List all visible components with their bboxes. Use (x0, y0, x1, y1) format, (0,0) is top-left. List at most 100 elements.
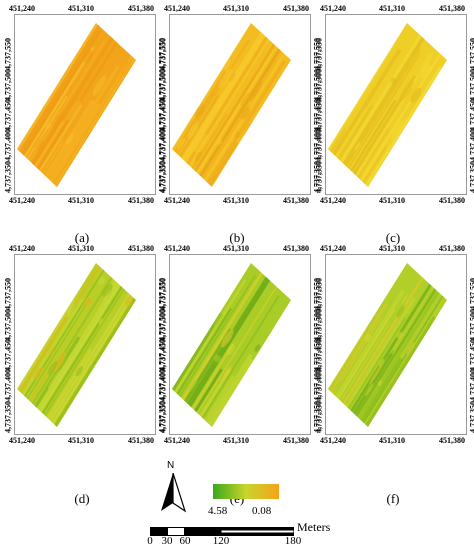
y-tick-label: 4,737,550 (3, 38, 13, 70)
y-tick-label: 4,737,350 (3, 161, 13, 193)
y-tick-label: 4,737,350 (314, 401, 324, 433)
y-tick-label: 4,737,550 (158, 278, 168, 310)
y-tick-label: 4,737,450 (468, 339, 474, 371)
y-tick-label: 4,737,550 (158, 38, 168, 70)
x-tick-label: 451,240 (9, 244, 35, 253)
north-arrow-icon (161, 473, 186, 513)
panel-caption: (c) (385, 230, 401, 245)
scale-tick-label: 60 (179, 535, 191, 547)
y-tick-label: 4,737,450 (3, 339, 13, 371)
x-tick-label: 451,240 (320, 436, 346, 445)
x-tick-label: 451,310 (379, 196, 405, 205)
legend-low-label: 0.08 (252, 505, 272, 517)
north-label: N (167, 460, 175, 471)
y-tick-label: 4,737,450 (314, 339, 324, 371)
x-tick-label: 451,240 (320, 196, 346, 205)
y-tick-label: 4,737,400 (3, 369, 13, 401)
scale-unit-label: Meters (297, 520, 331, 534)
y-tick-label: 4,737,500 (468, 309, 474, 341)
y-tick-label: 4,737,400 (158, 129, 168, 161)
field-raster (172, 263, 291, 427)
map-panel (169, 254, 311, 435)
y-tick-label: 4,737,500 (3, 69, 13, 101)
scale-tick-label: 120 (212, 535, 230, 547)
map-panel (14, 254, 156, 435)
north-arrow: N (158, 460, 188, 522)
x-tick-label: 451,310 (68, 436, 94, 445)
x-tick-label: 451,380 (128, 436, 154, 445)
field-raster (17, 263, 136, 427)
scale-tick-label: 0 (147, 535, 153, 547)
legend-gradient (213, 484, 279, 499)
x-tick-label: 451,380 (439, 196, 465, 205)
y-tick-label: 4,737,500 (158, 309, 168, 341)
x-tick-label: 451,240 (164, 4, 190, 13)
x-tick-label: 451,310 (68, 244, 94, 253)
x-tick-label: 451,310 (223, 4, 249, 13)
y-tick-label: 4,737,550 (314, 278, 324, 310)
x-tick-label: 451,310 (223, 196, 249, 205)
map-panel (169, 14, 311, 195)
x-tick-label: 451,240 (320, 4, 346, 13)
y-tick-label: 4,737,500 (468, 69, 474, 101)
y-tick-label: 4,737,500 (314, 309, 324, 341)
x-tick-label: 451,240 (164, 244, 190, 253)
legend-high-label: 4.58 (208, 505, 228, 517)
y-tick-label: 4,737,550 (314, 38, 324, 70)
y-tick-label: 4,737,500 (158, 69, 168, 101)
y-tick-label: 4,737,400 (3, 129, 13, 161)
field-raster (328, 23, 447, 187)
scale-tick-label: 30 (161, 535, 173, 547)
x-tick-label: 451,380 (128, 4, 154, 13)
x-tick-label: 451,310 (223, 244, 249, 253)
y-tick-label: 4,737,350 (3, 401, 13, 433)
x-tick-label: 451,380 (439, 436, 465, 445)
field-raster (17, 23, 136, 187)
y-tick-label: 4,737,350 (468, 161, 474, 193)
x-tick-label: 451,240 (9, 436, 35, 445)
y-tick-label: 4,737,550 (468, 278, 474, 310)
y-tick-label: 4,737,400 (314, 129, 324, 161)
x-tick-label: 451,310 (68, 4, 94, 13)
scale-bar: Meters (150, 520, 390, 536)
y-tick-label: 4,737,400 (158, 369, 168, 401)
y-tick-label: 4,737,350 (314, 161, 324, 193)
field-raster (328, 263, 447, 427)
y-tick-label: 4,737,450 (468, 99, 474, 131)
y-tick-label: 4,737,350 (158, 401, 168, 433)
map-panel (325, 14, 467, 195)
x-tick-label: 451,310 (223, 436, 249, 445)
x-tick-label: 451,380 (128, 244, 154, 253)
x-tick-label: 451,240 (164, 436, 190, 445)
y-tick-label: 4,737,450 (3, 99, 13, 131)
x-tick-label: 451,310 (68, 196, 94, 205)
x-tick-label: 451,240 (9, 196, 35, 205)
y-tick-label: 4,737,550 (468, 38, 474, 70)
x-tick-label: 451,310 (379, 244, 405, 253)
map-panel (325, 254, 467, 435)
x-tick-label: 451,380 (283, 4, 309, 13)
x-tick-label: 451,240 (164, 196, 190, 205)
field-raster (172, 23, 291, 187)
x-tick-label: 451,380 (439, 244, 465, 253)
x-tick-label: 451,380 (439, 4, 465, 13)
y-tick-label: 4,737,400 (314, 369, 324, 401)
x-tick-label: 451,310 (379, 4, 405, 13)
y-tick-label: 4,737,450 (158, 339, 168, 371)
x-tick-label: 451,380 (283, 196, 309, 205)
panel-caption: (a) (74, 230, 90, 245)
x-tick-label: 451,310 (379, 436, 405, 445)
x-tick-label: 451,240 (320, 244, 346, 253)
panel-caption: (b) (229, 230, 245, 245)
y-tick-label: 4,737,350 (158, 161, 168, 193)
y-tick-label: 4,737,450 (158, 99, 168, 131)
scale-bar-graphic (150, 527, 294, 536)
scale-tick-label: 180 (284, 535, 302, 547)
y-tick-label: 4,737,500 (314, 69, 324, 101)
y-tick-label: 4,737,350 (468, 401, 474, 433)
x-tick-label: 451,380 (283, 436, 309, 445)
panel-caption: (d) (74, 491, 90, 506)
panel-caption: (f) (386, 491, 400, 506)
x-tick-label: 451,380 (128, 196, 154, 205)
y-tick-label: 4,737,400 (468, 129, 474, 161)
